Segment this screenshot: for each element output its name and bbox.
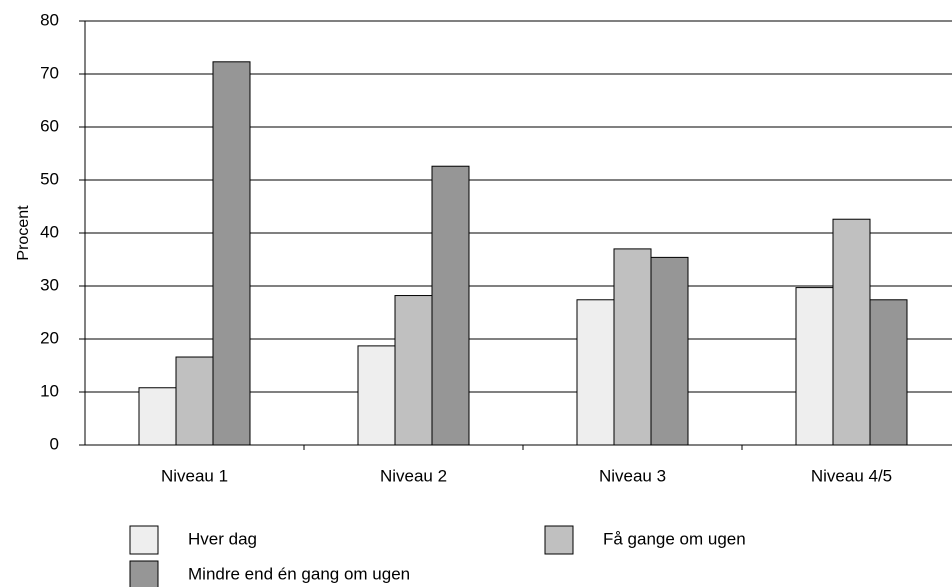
legend-label: Hver dag: [188, 529, 257, 548]
bar: [832, 218, 871, 446]
bar: [431, 165, 470, 446]
y-axis-label: Procent: [15, 205, 32, 261]
y-tick-label: 80: [40, 10, 59, 29]
bar: [576, 299, 615, 446]
legend-label: Mindre end én gang om ugen: [188, 564, 410, 583]
bar: [212, 61, 251, 446]
x-tick-label: Niveau 2: [380, 466, 447, 485]
y-tick-label: 10: [40, 381, 59, 400]
legend-swatch: [129, 560, 159, 587]
legend-swatch: [544, 525, 574, 555]
x-tick-label: Niveau 4/5: [811, 466, 892, 485]
bar: [613, 248, 652, 446]
y-tick-label: 50: [40, 169, 59, 188]
bar: [394, 295, 433, 446]
y-tick-label: 40: [40, 222, 59, 241]
bar: [138, 387, 177, 446]
x-tick-label: Niveau 3: [599, 466, 666, 485]
y-tick-label: 70: [40, 63, 59, 82]
bar: [795, 287, 834, 446]
bar: [650, 256, 689, 446]
y-tick-label: 30: [40, 275, 59, 294]
bar: [175, 356, 214, 446]
y-tick-label: 60: [40, 116, 59, 135]
bar: [869, 299, 908, 446]
y-tick-label: 20: [40, 328, 59, 347]
x-tick-label: Niveau 1: [161, 466, 228, 485]
y-tick-label: 0: [50, 434, 59, 453]
bar: [357, 345, 396, 446]
legend-swatch: [129, 525, 159, 555]
legend-label: Få gange om ugen: [603, 529, 746, 548]
